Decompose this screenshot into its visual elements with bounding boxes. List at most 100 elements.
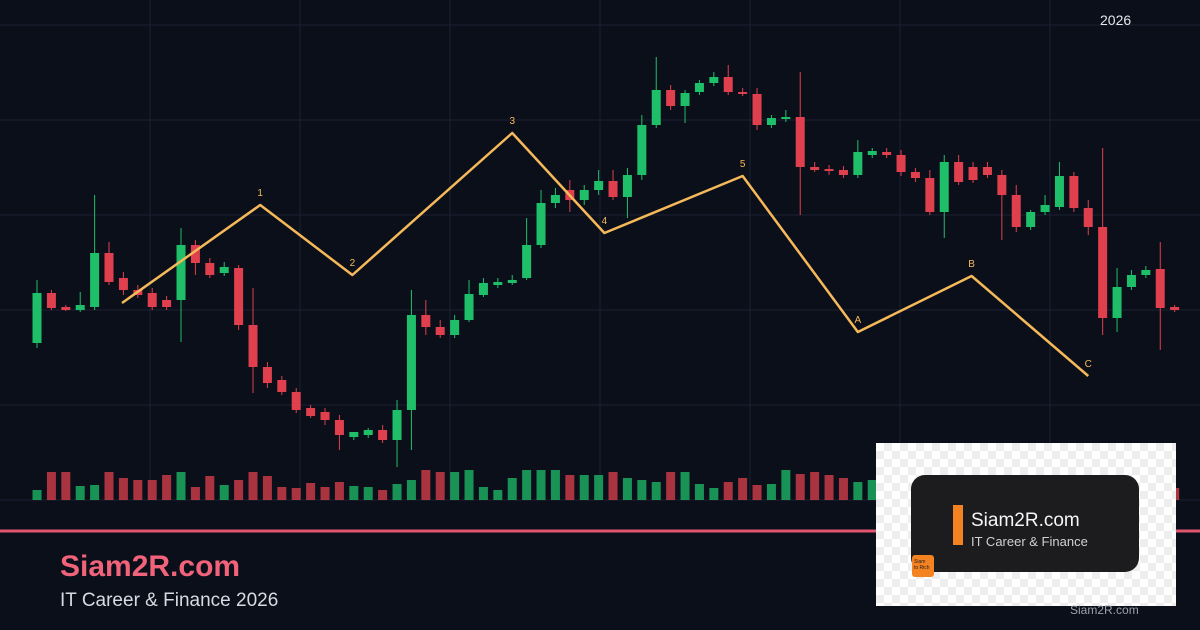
- candle-body: [61, 307, 71, 310]
- volume-bar: [162, 475, 172, 500]
- candle-body: [234, 268, 244, 325]
- volume-bar: [176, 472, 186, 500]
- volume-bar: [536, 470, 546, 500]
- volume-bar: [205, 476, 215, 500]
- volume-bar: [435, 472, 445, 500]
- volume-bar: [262, 476, 272, 500]
- candle-body: [550, 195, 560, 203]
- candle-body: [277, 380, 287, 392]
- candle-body: [982, 167, 992, 175]
- candle-body: [291, 392, 301, 410]
- volume-bar: [421, 470, 431, 500]
- candle-body: [1026, 212, 1036, 227]
- volume-bar: [810, 472, 820, 500]
- candle-body: [118, 278, 128, 290]
- volume-bar: [378, 490, 388, 500]
- wave-label: C: [1085, 359, 1092, 370]
- candle-body: [421, 315, 431, 327]
- candle-body: [90, 253, 100, 307]
- wave-label: 3: [509, 116, 515, 127]
- candle-body: [32, 293, 42, 343]
- logo-subtitle: IT Career & Finance: [971, 534, 1088, 549]
- candle-body: [867, 151, 877, 155]
- year-label: 2026: [1100, 12, 1132, 28]
- candle-body: [896, 155, 906, 172]
- candle-body: [262, 367, 272, 383]
- volume-bar: [118, 478, 128, 500]
- volume-bar: [104, 472, 114, 500]
- volume-bar: [61, 472, 71, 500]
- candle-body: [205, 263, 215, 275]
- volume-bar: [320, 487, 330, 500]
- volume-bar: [723, 482, 733, 500]
- candle-body: [752, 94, 762, 125]
- candle-body: [248, 325, 258, 367]
- candle-body: [1170, 307, 1180, 310]
- volume-bar: [291, 488, 301, 500]
- wave-label: 5: [740, 159, 746, 170]
- candle-body: [622, 175, 632, 197]
- candle-body: [853, 152, 863, 175]
- candle-body: [306, 408, 316, 416]
- volume-bar: [824, 475, 834, 500]
- candle-body: [594, 181, 604, 190]
- candle-body: [522, 245, 532, 278]
- candle-body: [651, 90, 661, 125]
- candle-body: [810, 167, 820, 170]
- volume-bar: [853, 482, 863, 500]
- volume-bar: [32, 490, 42, 500]
- volume-bar: [392, 484, 402, 500]
- wave-line: [121, 131, 1090, 377]
- wave-label: 2: [350, 258, 356, 269]
- volume-bar: [680, 472, 690, 500]
- volume-bar: [651, 482, 661, 500]
- logo-badge: Siam to Rich: [912, 555, 934, 577]
- volume-bar: [781, 470, 791, 500]
- candle-body: [176, 245, 186, 300]
- candle-body: [824, 169, 834, 171]
- volume-bar: [579, 475, 589, 500]
- candle-body: [435, 327, 445, 335]
- candle-body: [579, 190, 589, 200]
- candle-body: [1011, 195, 1021, 227]
- candle-body: [738, 92, 748, 94]
- volume-bar: [147, 480, 157, 500]
- volume-bar: [594, 475, 604, 500]
- volume-bar: [507, 478, 517, 500]
- volume-bar: [565, 475, 575, 500]
- volume-bar: [493, 490, 503, 500]
- candle-body: [795, 117, 805, 167]
- volume-bar: [133, 480, 143, 500]
- candle-body: [766, 118, 776, 125]
- volume-bar: [248, 472, 258, 500]
- candle-body: [910, 172, 920, 178]
- candle-body: [939, 162, 949, 212]
- candle-body: [1083, 208, 1093, 227]
- logo-bar: [953, 505, 963, 545]
- volume-bar: [752, 485, 762, 500]
- candle-body: [1155, 269, 1165, 308]
- volume-bar: [75, 486, 85, 500]
- candle-body: [464, 294, 474, 320]
- badge-line: to Rich: [914, 565, 930, 571]
- volume-bar: [406, 480, 416, 500]
- volume-bar: [219, 485, 229, 500]
- volume-bar: [46, 472, 56, 500]
- candle-body: [378, 430, 388, 440]
- volume-bar: [464, 470, 474, 500]
- wave-label: A: [855, 315, 862, 326]
- candle-body: [781, 117, 791, 119]
- candle-body: [925, 178, 935, 212]
- volume-bar: [90, 485, 100, 500]
- logo-title: Siam2R.com: [971, 510, 1080, 531]
- watermark: Siam2R.com: [1070, 603, 1139, 617]
- candle-body: [1126, 275, 1136, 287]
- candle-body: [1040, 205, 1050, 212]
- volume-bar: [838, 478, 848, 500]
- volume-bar: [766, 484, 776, 500]
- volume-bar: [709, 488, 719, 500]
- candle-body: [75, 305, 85, 310]
- volume-bar: [608, 472, 618, 500]
- candle-body: [219, 267, 229, 273]
